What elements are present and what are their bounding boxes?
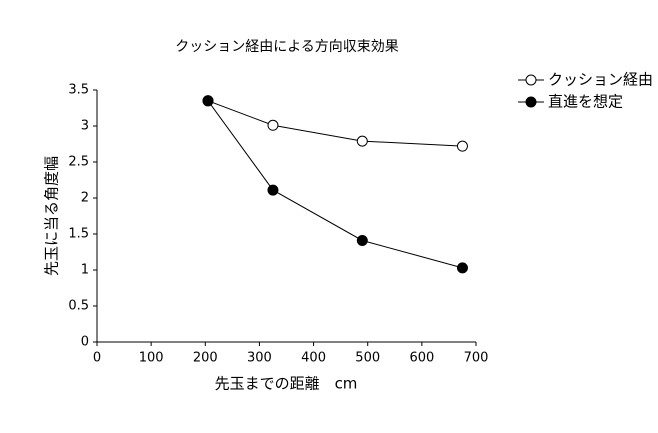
chart-title: クッション経由による方向収束効果 — [175, 39, 399, 55]
y-tick-label: 0 — [81, 335, 89, 350]
legend-label: クッション経由 — [548, 71, 653, 89]
data-point — [356, 234, 368, 246]
series-line — [207, 100, 463, 269]
x-tick-label: 600 — [409, 351, 434, 366]
y-tick-label: 0.5 — [68, 299, 89, 314]
y-tick-label: 3 — [81, 119, 89, 134]
x-axis-label: 先玉までの距離 cm — [215, 375, 358, 393]
data-point — [267, 184, 279, 196]
x-tick-label: 100 — [139, 351, 164, 366]
x-tick-label: 700 — [464, 351, 489, 366]
x-tick-label: 300 — [247, 351, 272, 366]
y-tick-label: 1 — [81, 263, 89, 278]
y-tick-label: 3.5 — [68, 83, 89, 98]
y-tick-label: 1.5 — [68, 227, 89, 242]
x-tick-label: 200 — [193, 351, 218, 366]
y-tick-label: 2.5 — [68, 155, 89, 170]
data-point — [456, 262, 468, 274]
x-tick-label: 0 — [93, 351, 101, 366]
series-line — [207, 100, 463, 147]
x-tick-label: 400 — [301, 351, 326, 366]
legend-label: 直進を想定 — [548, 93, 623, 111]
data-point — [356, 135, 368, 147]
legend-marker — [525, 96, 537, 108]
data-point — [202, 95, 214, 107]
legend-marker — [525, 74, 537, 86]
x-tick-label: 500 — [355, 351, 380, 366]
data-point — [267, 119, 279, 131]
data-point — [456, 140, 468, 152]
y-axis-label: 先玉に当る角度幅 — [43, 156, 61, 276]
y-tick-label: 2 — [81, 191, 89, 206]
